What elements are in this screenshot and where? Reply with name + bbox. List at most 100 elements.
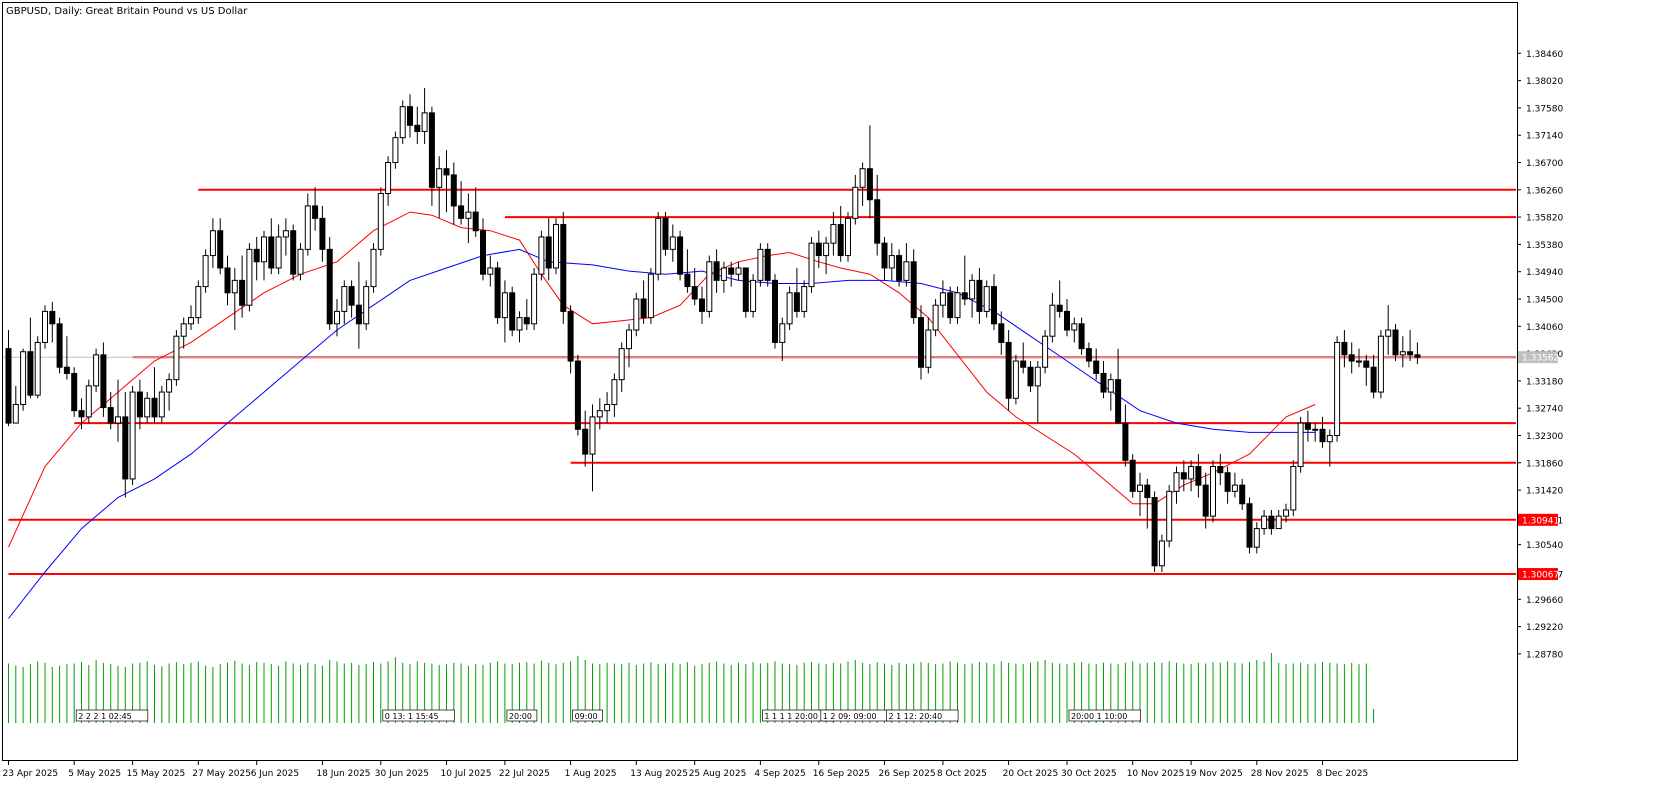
bear-candle [428, 112, 435, 188]
bull-candle [1166, 490, 1173, 542]
price-tick-label: 1.31420 [1526, 487, 1563, 497]
bear-candle [450, 174, 457, 207]
price-tick-label: 1.32300 [1526, 432, 1563, 442]
bull-candle [647, 273, 654, 319]
bear-candle [991, 286, 997, 325]
time-tick-label: 23 Apr 2025 [3, 769, 59, 779]
bear-candle [122, 416, 129, 480]
bull-candle [1042, 335, 1049, 368]
bull-candle [42, 310, 48, 343]
bull-candle [304, 205, 311, 250]
bull-candle [1158, 540, 1165, 567]
bull-candle [1231, 484, 1238, 492]
bull-candle [823, 242, 830, 257]
bull-candle [925, 329, 932, 368]
bull-candle [209, 230, 216, 257]
price-tick-label: 1.31860 [1526, 459, 1563, 469]
bull-candle [801, 286, 808, 312]
bear-candle [5, 348, 12, 424]
price-tick-label: 1.34060 [1526, 323, 1563, 333]
bull-candle [1173, 472, 1180, 492]
time-tick-label: 28 Nov 2025 [1251, 769, 1309, 779]
bull-candle [1261, 515, 1268, 530]
bull-candle [932, 304, 939, 331]
bear-candle [1370, 366, 1377, 393]
axis-tag-label: 20:00 1 10:00 [1071, 712, 1127, 721]
time-tick-label: 15 May 2025 [127, 769, 186, 779]
bull-candle [1275, 515, 1282, 530]
bear-candle [910, 261, 917, 319]
bull-candle [538, 236, 545, 275]
time-tick-label: 18 Jun 2025 [316, 769, 370, 779]
time-tick-label: 10 Jul 2025 [441, 769, 492, 779]
price-tick-label: 1.35380 [1526, 241, 1563, 251]
bear-candle [1020, 360, 1027, 368]
time-tick-label: 8 Dec 2025 [1317, 769, 1369, 779]
price-tick-label: 1.37140 [1526, 132, 1563, 142]
price-tick-label: 1.36700 [1526, 159, 1563, 169]
bear-candle [253, 248, 260, 263]
bear-candle [355, 304, 362, 325]
current-price-box [1518, 351, 1558, 364]
price-marker-label: 1.30941 [1522, 516, 1559, 526]
price-marker-box [1518, 568, 1558, 581]
bear-candle [866, 168, 873, 201]
bull-candle [903, 261, 910, 281]
bear-candle [326, 248, 333, 325]
bear-candle [414, 124, 421, 132]
bull-candle [859, 168, 866, 188]
time-tick-label: 20 Oct 2025 [1003, 769, 1059, 779]
bull-candle [129, 391, 136, 480]
bear-candle [78, 410, 85, 418]
price-tick-label: 1.36260 [1526, 186, 1563, 196]
bull-candle [845, 217, 851, 257]
bull-candle [983, 286, 990, 312]
bear-candle [582, 428, 589, 455]
bull-candle [1356, 360, 1362, 363]
axis-tag-box [75, 709, 149, 722]
bull-candle [341, 286, 348, 312]
time-tick-label: 30 Oct 2025 [1061, 769, 1117, 779]
bull-candle [20, 351, 27, 405]
bear-candle [1217, 466, 1224, 474]
bear-candle [1268, 515, 1275, 530]
bull-candle [180, 323, 187, 337]
bear-candle [268, 236, 275, 269]
time-tick-label: 30 Jun 2025 [375, 769, 429, 779]
bull-candle [516, 317, 523, 331]
price-tick-label: 1.29660 [1526, 596, 1563, 606]
time-axis-tags: 2 2 2 1 02:45 0 13: 1 15:45 20:00 09:00 1 1 … [75, 709, 1141, 722]
bull-candle [531, 273, 538, 325]
time-tick-label: 25 Aug 2025 [689, 769, 747, 779]
bull-candle [115, 416, 121, 424]
bear-candle [961, 292, 968, 300]
price-tick-label: 1.30540 [1526, 541, 1563, 551]
bear-candle [1246, 503, 1253, 548]
bear-candle [998, 323, 1005, 343]
bear-candle [713, 261, 720, 281]
bull-candle [830, 224, 837, 244]
price-axis: 1.38460 1.38020 1.37580 1.37140 1.36700 1.362… [1517, 50, 1563, 660]
bull-candle [939, 292, 946, 306]
bull-candle [706, 261, 713, 312]
bear-candle [567, 310, 574, 362]
bear-candle [472, 211, 479, 232]
bull-candle [553, 224, 559, 269]
bear-candle [509, 292, 516, 331]
bear-candle [1195, 466, 1202, 486]
bear-candle [1341, 341, 1348, 356]
bull-candle [808, 242, 815, 288]
chart-border [2, 2, 1518, 761]
bear-candle [1407, 351, 1414, 356]
bull-candle [334, 310, 340, 325]
bear-candle [319, 217, 326, 250]
bear-candle [494, 267, 501, 319]
bear-candle [1144, 484, 1151, 499]
bull-candle [297, 248, 304, 275]
bear-candle [881, 242, 888, 269]
bear-candle [1100, 372, 1107, 393]
bull-candle [392, 137, 399, 163]
bear-candle [699, 298, 705, 312]
bull-candle [1297, 422, 1304, 468]
